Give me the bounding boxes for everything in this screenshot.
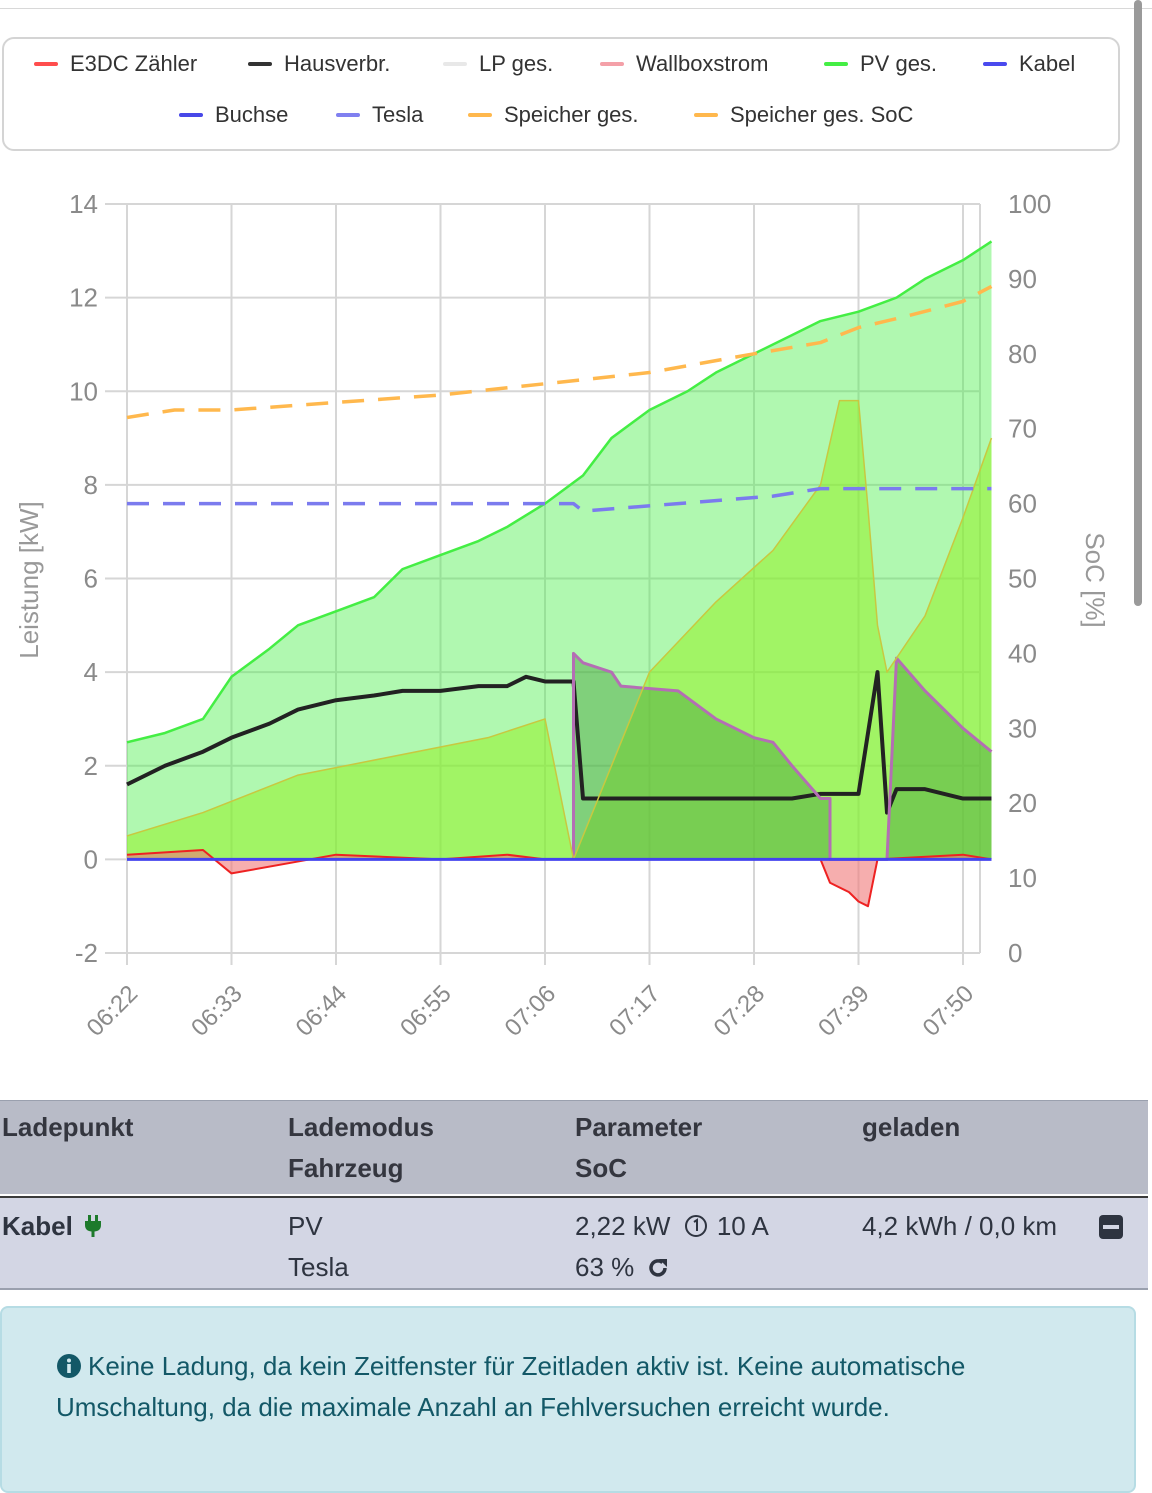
chargepoint-table-header: Ladepunkt Lademodus Fahrzeug Parameter S…: [0, 1100, 1148, 1194]
alert-message: Keine Ladung, da kein Zeitfenster für Ze…: [56, 1351, 966, 1422]
y-tick-label-left: 14: [69, 189, 98, 219]
y-tick-label-right: 90: [1008, 264, 1037, 294]
y-tick-label-left: 8: [84, 470, 98, 500]
info-alert: Keine Ladung, da kein Zeitfenster für Ze…: [0, 1306, 1136, 1493]
legend-item-buchse[interactable]: Buchse: [179, 102, 288, 128]
current-icon: [684, 1215, 707, 1237]
x-tick-label: 07:28: [709, 980, 771, 1042]
info-icon: [57, 1354, 81, 1378]
legend-item-speicher-soc[interactable]: Speicher ges. SoC: [694, 102, 913, 128]
parameter-cell: 2,22 kW 10 A: [575, 1206, 769, 1247]
header-lademodus: Lademodus: [288, 1112, 434, 1142]
legend-swatch: [824, 62, 848, 66]
refresh-icon[interactable]: [646, 1256, 670, 1280]
chart-legend: E3DC Zähler Hausverbr. LP ges. Wallboxst…: [2, 37, 1120, 151]
legend-item-e3dc[interactable]: E3DC Zähler: [34, 51, 197, 77]
legend-swatch: [468, 113, 492, 117]
legend-item-lp-ges[interactable]: LP ges.: [443, 51, 553, 77]
y-axis-label-right: SoC [%]: [1080, 532, 1110, 627]
legend-label: Wallboxstrom: [636, 51, 769, 76]
series-line-speicher-ges-: [126, 399, 993, 861]
alert-message-block: Keine Ladung, da kein Zeitfenster für Ze…: [56, 1346, 1096, 1428]
charge-power: 2,22 kW: [575, 1211, 671, 1241]
legend-item-speicher-ges[interactable]: Speicher ges.: [468, 102, 639, 128]
y-tick-label-right: 40: [1008, 638, 1037, 668]
legend-swatch: [694, 113, 718, 117]
legend-label: E3DC Zähler: [70, 51, 198, 76]
legend-label: Hausverbr.: [284, 51, 391, 76]
x-tick-label: 06:33: [186, 980, 248, 1042]
x-tick-label: 06:44: [291, 980, 353, 1042]
y-tick-label-right: 70: [1008, 414, 1037, 444]
legend-label: Kabel: [1019, 51, 1076, 76]
x-tick-label: 07:50: [918, 980, 980, 1042]
y-tick-label-left: 4: [84, 657, 98, 687]
page-scrollbar[interactable]: [1134, 0, 1142, 606]
charged-amount: 4,2 kWh / 0,0 km: [862, 1211, 1058, 1241]
y-tick-label-right: 30: [1008, 713, 1037, 743]
legend-label: LP ges.: [479, 51, 554, 76]
y-axis-label-left: Leistung [kW]: [14, 501, 44, 659]
collapse-icon[interactable]: [1098, 1214, 1124, 1240]
y-tick-label-left: 0: [84, 844, 98, 874]
legend-swatch: [443, 62, 467, 66]
y-tick-label-left: 2: [84, 751, 98, 781]
top-divider: [0, 8, 1152, 9]
vehicle-soc: 63 %: [575, 1252, 635, 1282]
y-tick-label-right: 10: [1008, 863, 1037, 893]
chargepoint-row[interactable]: Kabel PV Tesla 2,22 kW 10 A 63 % 4,2 kWh…: [0, 1196, 1148, 1290]
vehicle-name[interactable]: Tesla: [288, 1252, 349, 1282]
x-tick-label: 07:06: [500, 980, 562, 1042]
legend-swatch: [34, 62, 58, 66]
chart-lines: [126, 240, 993, 908]
chargepoint-name-cell[interactable]: Kabel: [2, 1206, 102, 1247]
y-tick-label-left: 12: [69, 283, 98, 313]
header-soc: SoC: [575, 1153, 627, 1183]
y-tick-label-left: -2: [75, 938, 98, 968]
series-line-speicher-ges-soc: [126, 284, 993, 420]
legend-item-tesla[interactable]: Tesla: [336, 102, 423, 128]
x-tick-label: 07:17: [604, 980, 666, 1042]
series-line-pv-ges-: [126, 240, 993, 744]
header-fahrzeug: Fahrzeug: [288, 1153, 404, 1183]
legend-item-hausverbr[interactable]: Hausverbr.: [248, 51, 390, 77]
series-line-wallboxstrom: [572, 651, 993, 861]
legend-swatch: [179, 113, 203, 117]
power-chart: -2 0 2 4 6 8 10 12 14 0 10 20 30 40 50 60 70 80 90 100 06:22…: [14, 189, 1110, 1042]
legend-label: Tesla: [372, 102, 424, 127]
legend-item-wallboxstrom[interactable]: Wallboxstrom: [600, 51, 768, 77]
legend-label: Speicher ges. SoC: [730, 102, 914, 127]
legend-swatch: [336, 113, 360, 117]
y-tick-label-left: 6: [84, 564, 98, 594]
y-tick-label-right: 20: [1008, 788, 1037, 818]
y-tick-label-right: 50: [1008, 564, 1037, 594]
legend-item-kabel[interactable]: Kabel: [983, 51, 1075, 77]
soc-cell[interactable]: 63 %: [575, 1247, 670, 1288]
legend-label: Speicher ges.: [504, 102, 639, 127]
legend-swatch: [983, 62, 1007, 66]
legend-swatch: [248, 62, 272, 66]
series-line-tesla: [127, 486, 992, 513]
legend-label: Buchse: [215, 102, 289, 127]
y-tick-label-right: 80: [1008, 339, 1037, 369]
chart-areas: [127, 241, 992, 907]
header-ladepunkt: Ladepunkt: [2, 1112, 134, 1142]
legend-label: PV ges.: [860, 51, 938, 76]
charge-current: 10 A: [716, 1211, 769, 1241]
header-geladen: geladen: [862, 1112, 961, 1142]
header-parameter: Parameter: [575, 1112, 703, 1142]
legend-swatch: [600, 62, 624, 66]
x-tick-label: 06:55: [395, 980, 457, 1042]
x-tick-label: 06:22: [82, 980, 144, 1042]
plug-icon: [85, 1215, 102, 1237]
y-tick-label-right: 60: [1008, 489, 1037, 519]
y-tick-label-left: 10: [69, 376, 98, 406]
legend-item-pv-ges[interactable]: PV ges.: [824, 51, 937, 77]
chargepoint-name[interactable]: Kabel: [2, 1211, 73, 1241]
charge-mode[interactable]: PV: [288, 1211, 323, 1241]
x-tick-label: 07:39: [813, 980, 875, 1042]
y-tick-label-right: 100: [1008, 189, 1051, 219]
y-tick-label-right: 0: [1008, 938, 1022, 968]
